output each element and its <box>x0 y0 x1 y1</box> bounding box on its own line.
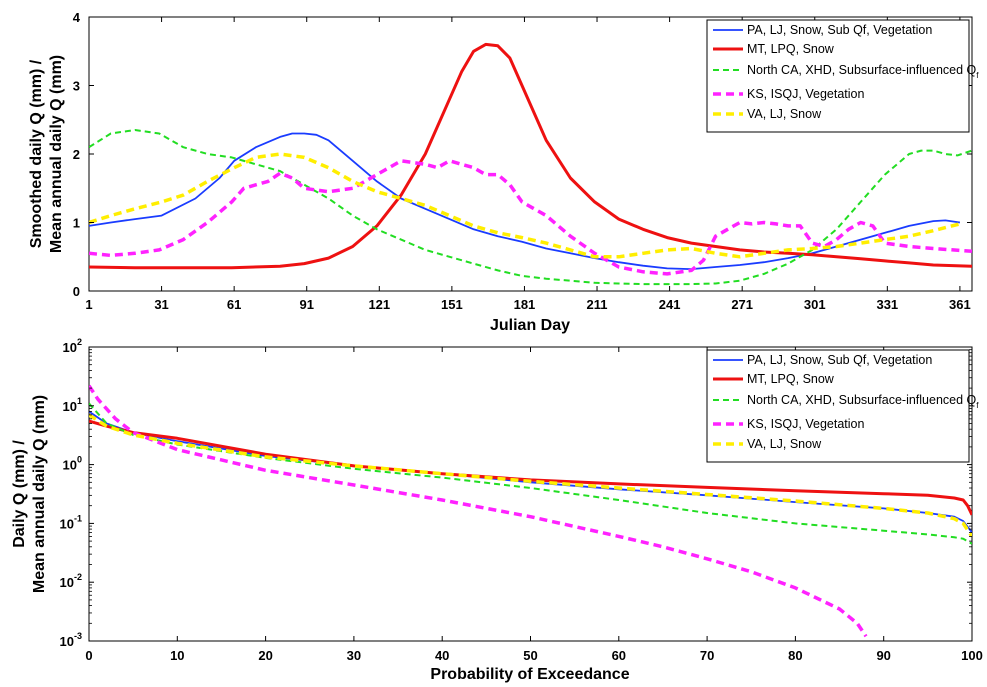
y-tick-label: 102 <box>63 337 82 355</box>
series-va-line <box>89 413 972 538</box>
x-tick-label: 331 <box>876 297 898 312</box>
series-ca-line <box>89 402 972 545</box>
x-tick-label: 31 <box>154 297 168 312</box>
legend-label: MT, LPQ, Snow <box>747 372 835 386</box>
y-tick-label: 1 <box>73 216 80 231</box>
x-tick-label: 60 <box>612 648 626 663</box>
legend-item-ks: KS, ISQJ, Vegetation <box>713 417 864 431</box>
legend-item-ca: North CA, XHD, Subsurface-influenced Qf <box>713 63 979 80</box>
x-tick-label: 271 <box>731 297 753 312</box>
series-pa-line <box>89 132 961 271</box>
legend-label: North CA, XHD, Subsurface-influenced Qf <box>747 393 979 410</box>
julian-day-chart: 1 31 61 91 121 151 181 211 241 271 301 331 36101234 … <box>28 10 979 334</box>
legend-label: PA, LJ, Snow, Sub Qf, Vegetation <box>747 23 932 37</box>
x-tick-label: 40 <box>435 648 449 663</box>
y-tick-label: 10-3 <box>60 631 82 649</box>
exceedance-chart: 0 10 20 30 40 50 60 70 80 90 100 10-3 10-2 10-1 100 101… <box>11 337 983 683</box>
y-tick-label: 100 <box>63 455 82 473</box>
x-tick-label: 241 <box>659 297 681 312</box>
legend-item-mt: MT, LPQ, Snow <box>713 372 835 386</box>
legend-label: North CA, XHD, Subsurface-influenced Qf <box>747 63 979 80</box>
y-axis-label-line1: Daily Q (mm) / <box>11 440 28 548</box>
x-tick-label: 0 <box>85 648 92 663</box>
x-tick-label: 80 <box>788 648 802 663</box>
series-ks-line <box>89 159 972 276</box>
legend-label: KS, ISQJ, Vegetation <box>747 87 864 101</box>
series-mt-line <box>89 419 972 516</box>
legend: PA, LJ, Snow, Sub Qf, Vegetation MT, LPQ,… <box>706 19 979 133</box>
legend-box <box>706 19 970 133</box>
legend-item-ks: KS, ISQJ, Vegetation <box>713 87 864 101</box>
y-axis-label-line2: Mean annual daily Q (mm) <box>31 395 48 593</box>
y-axis-label-line1: Smoothed daily Q (mm) / <box>28 59 45 248</box>
legend-label: MT, LPQ, Snow <box>747 42 835 56</box>
legend-box <box>706 349 970 463</box>
legend-label: PA, LJ, Snow, Sub Qf, Vegetation <box>747 353 932 367</box>
x-tick-label: 100 <box>961 648 983 663</box>
series-layer <box>89 384 972 638</box>
x-tick-label: 181 <box>514 297 536 312</box>
legend-label: VA, LJ, Snow <box>747 437 822 451</box>
y-tick-label: 4 <box>73 10 81 25</box>
legend-item-va: VA, LJ, Snow <box>713 107 822 121</box>
legend-item-mt: MT, LPQ, Snow <box>713 42 835 56</box>
series-ks-line <box>89 384 868 638</box>
series-va-line <box>89 152 961 259</box>
legend-label: KS, ISQJ, Vegetation <box>747 417 864 431</box>
series-mt-line <box>89 42 972 270</box>
y-tick-label: 3 <box>73 79 80 94</box>
x-tick-label: 211 <box>587 297 608 312</box>
x-tick-label: 61 <box>227 297 241 312</box>
legend-item-va: VA, LJ, Snow <box>713 437 822 451</box>
series-layer <box>89 42 972 286</box>
y-tick-label: 10-1 <box>60 513 82 531</box>
y-tick-label: 0 <box>73 284 80 299</box>
x-tick-label: 10 <box>170 648 184 663</box>
y-axis-label-line2: Mean annual daily Q (mm) <box>48 55 65 253</box>
x-tick-label: 121 <box>368 297 390 312</box>
x-tick-label: 301 <box>804 297 826 312</box>
x-tick-label: 151 <box>441 297 463 312</box>
x-tick-label: 90 <box>876 648 890 663</box>
legend-label: VA, LJ, Snow <box>747 107 822 121</box>
tick-layer: 0 10 20 30 40 50 60 70 80 90 100 10-3 10-2 10-1 100 101… <box>60 337 983 663</box>
y-tick-label: 10-2 <box>60 572 82 590</box>
legend-item-pa: PA, LJ, Snow, Sub Qf, Vegetation <box>713 23 932 37</box>
x-tick-label: 91 <box>299 297 313 312</box>
series-ca-line <box>89 129 972 286</box>
x-tick-label: 30 <box>347 648 361 663</box>
y-tick-label: 2 <box>73 147 80 162</box>
y-tick-label: 101 <box>63 396 82 414</box>
x-axis-label: Probability of Exceedance <box>430 666 629 683</box>
legend: PA, LJ, Snow, Sub Qf, Vegetation MT, LPQ,… <box>706 349 979 463</box>
x-tick-label: 70 <box>700 648 714 663</box>
x-tick-label: 50 <box>523 648 537 663</box>
x-axis-label: Julian Day <box>490 317 570 334</box>
legend-item-ca: North CA, XHD, Subsurface-influenced Qf <box>713 393 979 410</box>
x-tick-label: 1 <box>85 297 92 312</box>
x-tick-label: 20 <box>258 648 272 663</box>
x-tick-label: 361 <box>949 297 971 312</box>
legend-item-pa: PA, LJ, Snow, Sub Qf, Vegetation <box>713 353 932 367</box>
